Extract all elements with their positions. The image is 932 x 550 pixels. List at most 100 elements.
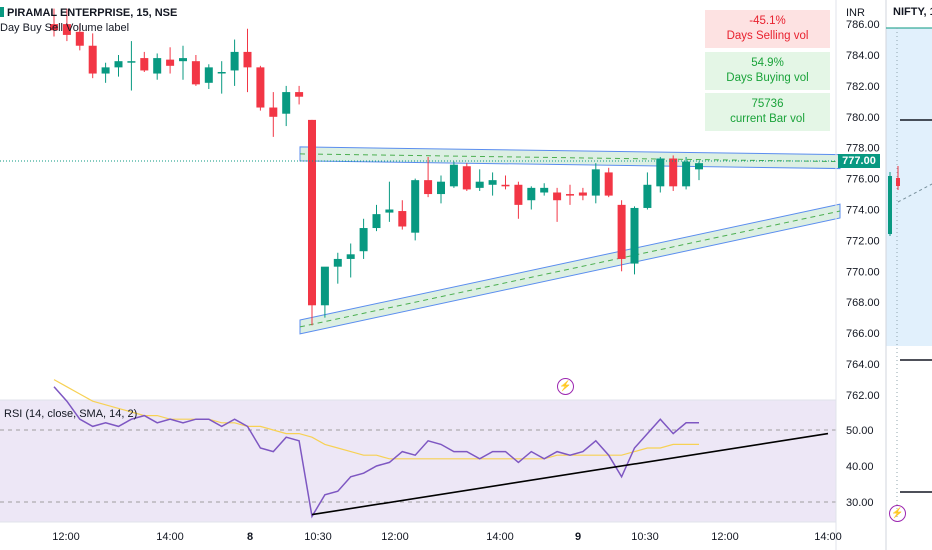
price-tick-label: 766.00 xyxy=(846,328,880,340)
rsi-line xyxy=(53,386,699,519)
price-tick-label: 778.00 xyxy=(846,143,880,155)
candle-down xyxy=(308,119,316,306)
time-tick-label: 12:00 xyxy=(52,531,80,543)
candle-down xyxy=(553,192,562,201)
candle-down xyxy=(62,24,71,35)
upper-channel-midline xyxy=(299,153,841,163)
candle-down xyxy=(269,107,278,117)
nifty-title[interactable]: NIFTY, 1 xyxy=(893,6,932,18)
last-price-tag: 777.00 xyxy=(838,154,880,168)
lower-channel-midline xyxy=(299,210,841,328)
current-label: current Bar vol xyxy=(730,113,805,125)
indicator-title[interactable]: Day Buy Sell Volume label xyxy=(0,22,130,34)
candle-down xyxy=(424,180,433,195)
price-tick-label: 782.00 xyxy=(846,81,880,93)
candle-up xyxy=(488,180,497,185)
nifty-candle xyxy=(896,178,900,186)
candle-up xyxy=(359,228,368,252)
lightning-event-icon[interactable]: ⚡ xyxy=(557,378,574,395)
time-axis[interactable]: 12:00 14:00 8 10:30 12:00 14:00 9 10:30 12:00 14:… xyxy=(52,531,842,543)
candle-down xyxy=(669,158,678,187)
candle-down xyxy=(604,172,613,196)
lightning-event-icon[interactable]: ⚡ xyxy=(889,505,906,522)
candle-up xyxy=(179,58,187,62)
candle-down xyxy=(398,211,407,227)
candle-up xyxy=(682,161,691,187)
buying-volume-box: 54.9% Days Buying vol xyxy=(705,52,830,90)
candle-down xyxy=(578,192,587,196)
price-tick-label: 762.00 xyxy=(846,390,880,402)
candle-up xyxy=(114,61,123,68)
rsi-axis[interactable]: 50.00 40.00 30.00 xyxy=(846,425,874,509)
candle-down xyxy=(191,61,200,85)
candle-down xyxy=(501,184,510,187)
candle-down xyxy=(256,67,265,108)
candle-down xyxy=(166,59,175,66)
candle-up xyxy=(372,214,381,229)
symbol-title[interactable]: PIRAMAL ENTERPRISE, 15, NSE xyxy=(0,6,177,21)
rsi-trendline xyxy=(311,432,829,516)
price-tick-label: 764.00 xyxy=(846,359,880,371)
lower-channel xyxy=(299,203,841,335)
time-tick-label: 14:00 xyxy=(814,531,842,543)
candle-down xyxy=(75,31,84,46)
buying-label: Days Buying vol xyxy=(726,72,809,84)
candle-down xyxy=(140,58,149,71)
time-tick-label: 14:00 xyxy=(486,531,514,543)
candle-up xyxy=(643,184,652,208)
selling-pct: -45.1% xyxy=(749,15,786,27)
candle-up xyxy=(385,209,394,213)
candle-down xyxy=(514,184,523,205)
price-tick-label: 786.00 xyxy=(846,19,880,31)
price-tick-label: 772.00 xyxy=(846,235,880,247)
candle-down xyxy=(243,51,252,68)
price-tick-label: 770.00 xyxy=(846,266,880,278)
candle-up xyxy=(333,258,342,267)
time-tick-label: 14:00 xyxy=(156,531,184,543)
nifty-trend-line xyxy=(897,183,932,203)
price-tick-label: 784.00 xyxy=(846,50,880,62)
selling-label: Days Selling vol xyxy=(726,30,809,42)
candle-up xyxy=(656,158,665,187)
candle-up xyxy=(411,180,420,233)
time-tick-label: 9 xyxy=(575,531,581,543)
rsi-tick-label: 50.00 xyxy=(846,425,874,437)
candle-up xyxy=(540,187,549,193)
candle-up xyxy=(217,71,226,74)
candle-up xyxy=(591,169,600,196)
candle-up xyxy=(153,58,162,74)
current-volume-box: 75736 current Bar vol xyxy=(705,93,830,131)
candle-layer xyxy=(50,8,703,326)
candle-up xyxy=(437,181,445,195)
current-vol: 75736 xyxy=(751,98,784,110)
candle-down xyxy=(50,24,58,31)
candle-up xyxy=(101,67,110,74)
rsi-legend[interactable]: RSI (14, close, SMA, 14, 2) xyxy=(4,408,138,420)
candle-down xyxy=(295,92,304,97)
candle-up xyxy=(475,181,484,188)
candle-up xyxy=(320,266,329,306)
price-tick-label: 780.00 xyxy=(846,112,880,124)
rsi-layer xyxy=(0,379,836,519)
nifty-panel-bg xyxy=(886,28,932,346)
candle-down xyxy=(462,166,471,190)
time-tick-label: 12:00 xyxy=(711,531,739,543)
channel-layer xyxy=(299,146,841,335)
rsi-ma-line xyxy=(53,379,699,460)
price-tick-label: 774.00 xyxy=(846,205,880,217)
candle-down xyxy=(566,194,574,196)
candle-down xyxy=(617,204,626,259)
time-tick-label: 12:00 xyxy=(381,531,409,543)
candle-up xyxy=(282,92,291,114)
time-tick-label: 8 xyxy=(247,531,253,543)
candle-up xyxy=(346,254,355,259)
candle-up xyxy=(695,163,703,170)
rsi-tick-label: 30.00 xyxy=(846,497,874,509)
candle-up xyxy=(630,207,639,264)
candle-up xyxy=(527,187,536,201)
chart-legend: PIRAMAL ENTERPRISE, 15, NSE Day Buy Sell… xyxy=(0,6,177,36)
candle-up xyxy=(127,61,136,63)
candle-up xyxy=(449,164,458,187)
